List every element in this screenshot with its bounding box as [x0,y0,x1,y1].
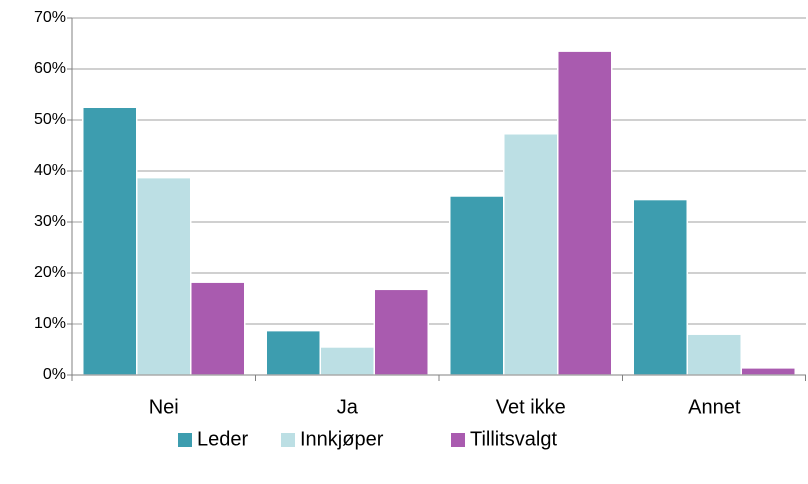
x-tick-label: Ja [337,396,359,418]
bar [265,329,321,376]
y-tick-label: 40% [34,162,66,179]
bar [740,367,796,376]
bar [557,50,613,376]
y-tick-label: 0% [43,366,66,383]
bar [319,346,375,376]
x-tick-label: Nei [149,396,179,418]
legend-swatch [451,433,465,447]
bar [503,133,559,376]
legend-swatch [178,433,192,447]
bar [632,198,688,376]
y-tick-label: 20% [34,264,66,281]
bar [373,288,429,376]
x-tick-label: Vet ikke [496,396,566,418]
bar [136,176,192,376]
bar [190,281,246,376]
bar [686,333,742,376]
legend-label: Tillitsvalgt [470,428,557,450]
legend-swatch [281,433,295,447]
y-tick-label: 70% [34,9,66,26]
bar [82,106,138,376]
y-tick-label: 50% [34,111,66,128]
y-tick-label: 60% [34,60,66,77]
legend-label: Innkjøper [300,428,384,450]
legend-label: Leder [197,428,248,450]
y-tick-label: 30% [34,213,66,230]
bar [449,195,505,376]
x-tick-label: Annet [688,396,741,418]
y-tick-label: 10% [34,315,66,332]
